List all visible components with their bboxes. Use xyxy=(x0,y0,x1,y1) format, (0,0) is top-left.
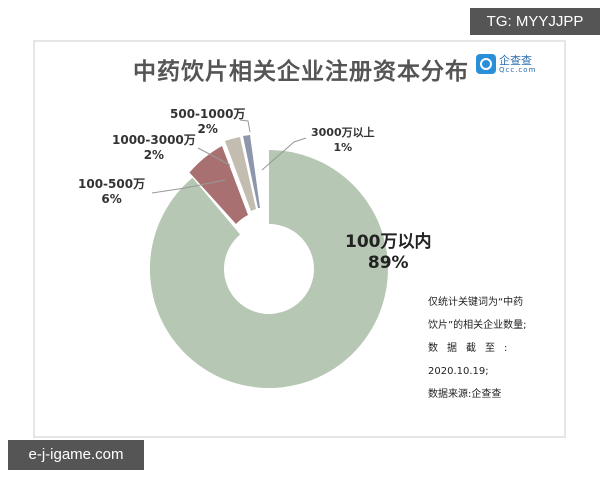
label-name: 100-500万 xyxy=(78,177,146,191)
slice-100wan-below xyxy=(149,150,388,388)
label-1000-3000wan: 1000-3000万 2% xyxy=(112,133,196,163)
label-name: 500-1000万 xyxy=(170,107,246,121)
watermark-bottom: e-j-igame.com xyxy=(8,440,144,470)
label-100wan-below: 100万以内 89% xyxy=(345,232,432,274)
note-line-2: 饮片”的相关企业数量; xyxy=(428,320,527,331)
label-pct: 2% xyxy=(143,148,165,162)
slice-100-500wan xyxy=(189,146,248,224)
label-pct: 2% xyxy=(197,122,218,136)
watermark-top: TG: MYYJJPP xyxy=(470,8,600,35)
label-name: 3000万以上 xyxy=(311,126,375,139)
label-3000wan-above: 3000万以上 1% xyxy=(311,125,375,155)
leader-lines xyxy=(151,119,307,194)
label-pct: 6% xyxy=(101,192,122,206)
slice-500-1000wan xyxy=(243,135,260,208)
qcc-logo: 企查查 Qcc.com xyxy=(476,52,536,78)
note-line-4: 2020.10.19; xyxy=(428,366,489,377)
logo-text-en: Qcc.com xyxy=(499,66,537,74)
chart-title: 中药饮片相关企业注册资本分布 xyxy=(133,59,469,85)
footnote: 仅统计关键词为“中药 饮片”的相关企业数量; 数据截至: 2020.10.19;… xyxy=(428,291,563,406)
label-name: 1000-3000万 xyxy=(112,133,196,147)
label-pct: 89% xyxy=(367,253,409,273)
qcc-logo-icon xyxy=(476,54,496,74)
label-100-500wan: 100-500万 6% xyxy=(78,177,145,207)
label-pct: 1% xyxy=(333,141,353,154)
label-name: 100万以内 xyxy=(345,232,432,252)
note-line-3: 数据截至: xyxy=(428,343,517,354)
label-500-1000wan: 500-1000万 2% xyxy=(170,107,245,137)
logo-text-cn: 企查查 xyxy=(499,54,532,67)
note-line-1: 仅统计关键词为“中药 xyxy=(428,297,524,308)
note-line-5: 数据来源:企查查 xyxy=(428,389,502,400)
slice-1000-3000wan xyxy=(225,137,256,211)
